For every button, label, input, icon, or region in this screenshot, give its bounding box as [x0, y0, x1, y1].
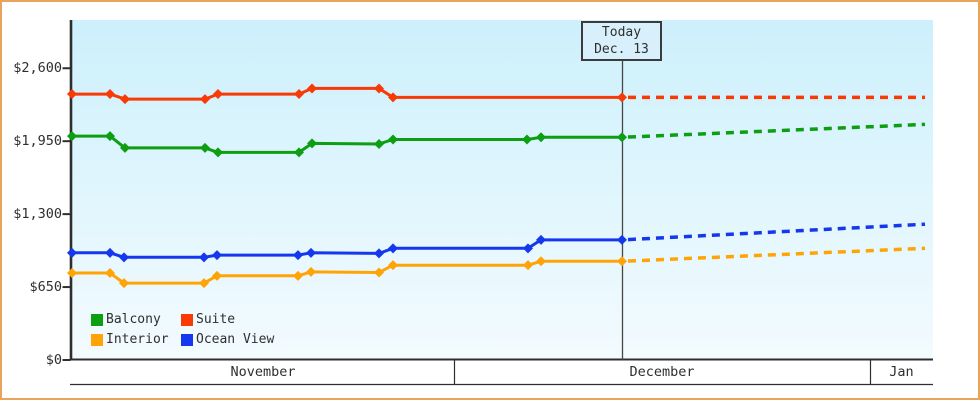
- data-point-balcony: [388, 134, 398, 145]
- data-point-suite: [388, 92, 398, 103]
- legend-item-interior: Interior: [91, 333, 181, 347]
- data-point-ocean-view: [536, 234, 546, 245]
- y-axis-label-0: $0: [45, 352, 62, 368]
- legend-swatch-suite-icon: [181, 314, 193, 326]
- series-interior: [67, 246, 926, 289]
- legend-label-ocean-view: Ocean View: [196, 332, 275, 347]
- data-point-suite: [213, 89, 223, 100]
- legend-label-balcony: Balcony: [106, 312, 161, 327]
- data-point-interior: [523, 260, 533, 271]
- legend-item-balcony: Balcony: [91, 313, 181, 327]
- series-line-suite: [70, 86, 624, 101]
- data-point-ocean-view: [119, 252, 129, 263]
- data-point-ocean-view: [212, 250, 222, 261]
- data-point-suite: [200, 94, 210, 105]
- data-point-balcony: [213, 147, 223, 158]
- legend-label-suite: Suite: [196, 312, 236, 327]
- x-axis-band: [70, 358, 933, 386]
- month-label-december: December: [629, 364, 695, 380]
- data-point-interior: [212, 270, 222, 281]
- data-point-balcony: [617, 132, 627, 143]
- series-forecast-balcony: [621, 122, 926, 140]
- data-point-interior: [293, 270, 303, 281]
- data-point-balcony: [120, 142, 130, 153]
- series-forecast-ocean-view: [621, 222, 926, 242]
- plot-area: [72, 20, 933, 360]
- data-point-ocean-view: [293, 250, 303, 261]
- y-axis-label-1950: $1,950: [13, 133, 62, 149]
- data-point-interior: [199, 278, 209, 289]
- data-point-suite: [307, 83, 317, 94]
- data-point-balcony: [67, 131, 77, 142]
- data-point-ocean-view: [617, 234, 627, 245]
- legend-item-ocean-view: Ocean View: [181, 333, 274, 347]
- data-point-balcony: [200, 142, 210, 153]
- data-point-interior: [617, 256, 627, 267]
- data-point-balcony: [294, 147, 304, 158]
- data-point-suite: [105, 89, 115, 100]
- month-label-jan: Jan: [889, 364, 914, 380]
- data-point-balcony: [105, 131, 115, 142]
- y-axis-label-650: $650: [29, 279, 62, 295]
- data-point-suite: [294, 89, 304, 100]
- series-balcony: [67, 122, 926, 158]
- data-point-balcony: [522, 134, 532, 145]
- data-point-balcony: [374, 138, 384, 149]
- data-point-suite: [617, 92, 627, 103]
- legend-swatch-ocean-view-icon: [181, 334, 193, 346]
- data-point-suite: [67, 89, 77, 100]
- data-point-interior: [105, 268, 115, 279]
- series-ocean-view: [67, 222, 926, 263]
- data-point-ocean-view: [67, 247, 77, 258]
- legend-swatch-balcony-icon: [91, 314, 103, 326]
- legend-swatch-interior-icon: [91, 334, 103, 346]
- today-flag-date: Dec. 13: [594, 42, 649, 57]
- data-point-ocean-view: [523, 243, 533, 254]
- legend-label-interior: Interior: [106, 332, 169, 347]
- data-point-ocean-view: [105, 247, 115, 258]
- data-point-interior: [536, 256, 546, 267]
- data-point-ocean-view: [388, 243, 398, 254]
- data-point-interior: [388, 260, 398, 271]
- data-point-suite: [374, 83, 384, 94]
- legend: Balcony Suite Interior Ocean View: [91, 313, 274, 347]
- legend-item-suite: Suite: [181, 313, 274, 327]
- series-suite: [67, 83, 925, 105]
- data-point-ocean-view: [199, 252, 209, 263]
- y-axis-label-1300: $1,300: [13, 206, 62, 222]
- data-point-interior: [306, 266, 316, 277]
- series-forecast-interior: [621, 246, 926, 264]
- data-point-interior: [119, 278, 129, 289]
- y-axis-label-2600: $2,600: [13, 60, 62, 76]
- today-flag-title: Today: [601, 25, 642, 40]
- month-label-november: November: [230, 364, 296, 380]
- data-point-suite: [120, 94, 130, 105]
- data-point-interior: [374, 267, 384, 278]
- data-point-balcony: [536, 132, 546, 143]
- data-point-balcony: [307, 138, 317, 149]
- data-point-interior: [67, 268, 77, 279]
- today-flag: Today Dec. 13: [581, 21, 662, 61]
- data-point-ocean-view: [374, 248, 384, 259]
- data-point-ocean-view: [306, 247, 316, 258]
